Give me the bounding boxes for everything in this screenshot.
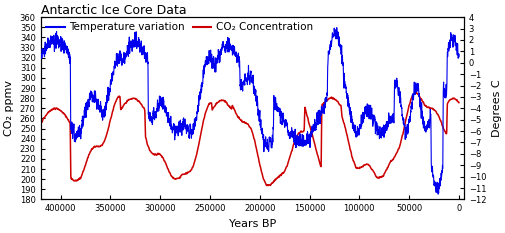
Text: Antarctic Ice Core Data: Antarctic Ice Core Data xyxy=(40,4,186,17)
X-axis label: Years BP: Years BP xyxy=(228,219,275,229)
Legend: Temperature variation, CO₂ Concentration: Temperature variation, CO₂ Concentration xyxy=(45,22,312,32)
Y-axis label: CO₂ ppmv: CO₂ ppmv xyxy=(4,80,14,136)
Y-axis label: Degrees C: Degrees C xyxy=(491,79,501,137)
